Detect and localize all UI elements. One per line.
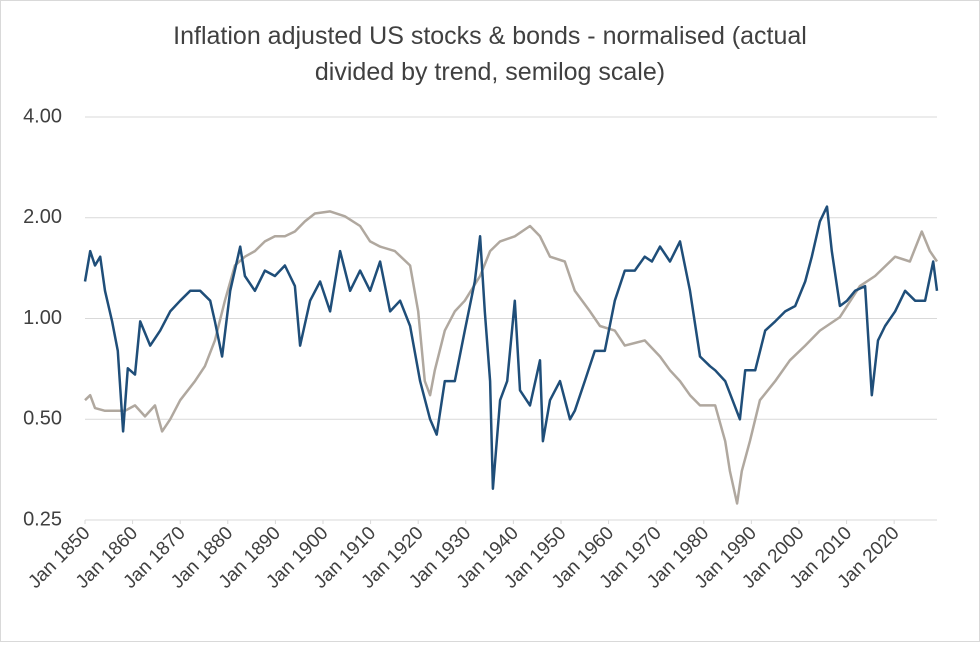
chart-title: Inflation adjusted US stocks & bonds - n… [173,22,807,50]
y-tick-label: 2.00 [23,206,62,228]
series-line [83,205,939,490]
series-line [84,210,939,505]
y-tick-label: 4.00 [23,105,62,127]
y-tick-label: 0.50 [23,408,62,430]
y-tick-label: 1.00 [23,307,62,329]
chart-title: divided by trend, semilog scale) [315,58,665,86]
y-tick-label: 0.25 [23,508,62,530]
